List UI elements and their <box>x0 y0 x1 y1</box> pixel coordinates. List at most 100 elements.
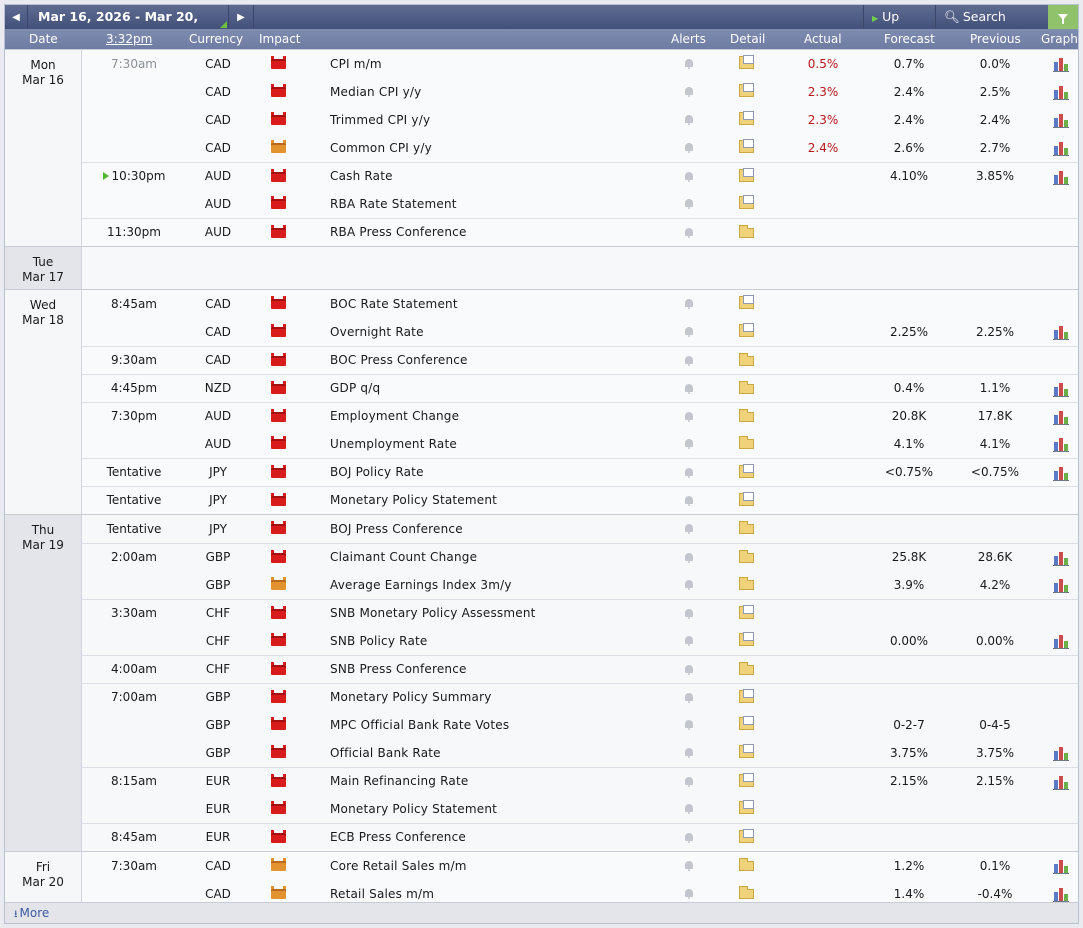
event-name[interactable]: Median CPI y/y <box>330 85 422 99</box>
folder-paper-icon[interactable] <box>739 111 754 125</box>
up-next-button[interactable]: ▶Up Next <box>863 5 935 50</box>
bell-icon[interactable] <box>685 172 693 182</box>
high-impact-icon[interactable] <box>271 112 286 125</box>
bell-icon[interactable] <box>685 87 693 97</box>
event-name[interactable]: Monetary Policy Summary <box>330 690 492 704</box>
high-impact-icon[interactable] <box>271 633 286 646</box>
high-impact-icon[interactable] <box>271 84 286 97</box>
high-impact-icon[interactable] <box>271 662 286 675</box>
bell-icon[interactable] <box>685 327 693 337</box>
bell-icon[interactable] <box>685 143 693 153</box>
high-impact-icon[interactable] <box>271 830 286 843</box>
folder-paper-icon[interactable] <box>739 829 754 843</box>
event-name[interactable]: Retail Sales m/m <box>330 887 435 901</box>
table-row[interactable]: 2:00am GBP Claimant Count Change 25.8K 28.6K <box>82 543 1078 571</box>
table-row[interactable]: Tentative JPY Monetary Policy Statement <box>82 486 1078 514</box>
table-row[interactable]: 8:45am CAD BOC Rate Statement <box>82 290 1078 318</box>
event-name[interactable]: Main Refinancing Rate <box>330 774 469 788</box>
event-name[interactable]: CPI m/m <box>330 57 382 71</box>
table-row[interactable]: EUR Monetary Policy Statement <box>82 795 1078 823</box>
bell-icon[interactable] <box>685 636 693 646</box>
search-events-button[interactable]: 🔍︎Search Events <box>935 5 1049 48</box>
high-impact-icon[interactable] <box>271 296 286 309</box>
folder-icon[interactable] <box>739 353 754 366</box>
event-name[interactable]: SNB Monetary Policy Assessment <box>330 606 536 620</box>
high-impact-icon[interactable] <box>271 225 286 238</box>
medium-impact-icon[interactable] <box>271 886 286 899</box>
event-name[interactable]: Core Retail Sales m/m <box>330 859 467 873</box>
folder-paper-icon[interactable] <box>739 689 754 703</box>
bell-icon[interactable] <box>685 748 693 758</box>
folder-paper-icon[interactable] <box>739 800 754 814</box>
folder-paper-icon[interactable] <box>739 464 754 478</box>
more-link[interactable]: ⭳ More <box>14 903 49 923</box>
table-row[interactable]: 7:00am GBP Monetary Policy Summary <box>82 683 1078 711</box>
table-row[interactable]: 7:30am CAD Core Retail Sales m/m 1.2% 0.1% <box>82 852 1078 880</box>
folder-paper-icon[interactable] <box>739 195 754 209</box>
bar-chart-icon[interactable] <box>1053 859 1069 874</box>
bell-icon[interactable] <box>685 356 693 366</box>
table-row[interactable]: Tentative JPY BOJ Policy Rate <0.75% <0.75% <box>82 458 1078 486</box>
bell-icon[interactable] <box>685 693 693 703</box>
bell-icon[interactable] <box>685 861 693 871</box>
event-name[interactable]: RBA Rate Statement <box>330 197 457 211</box>
previous-week-button[interactable]: ◀ <box>5 5 28 29</box>
bell-icon[interactable] <box>685 199 693 209</box>
folder-paper-icon[interactable] <box>739 632 754 646</box>
bar-chart-icon[interactable] <box>1053 746 1069 761</box>
event-name[interactable]: BOC Rate Statement <box>330 297 458 311</box>
bell-icon[interactable] <box>685 720 693 730</box>
bell-icon[interactable] <box>685 412 693 422</box>
event-name[interactable]: BOJ Press Conference <box>330 522 463 536</box>
table-row[interactable]: GBP Average Earnings Index 3m/y 3.9% 4.2% <box>82 571 1078 599</box>
folder-paper-icon[interactable] <box>739 773 754 787</box>
table-row[interactable]: 7:30pm AUD Employment Change 20.8K 17.8K <box>82 402 1078 430</box>
table-row[interactable]: CAD Trimmed CPI y/y 2.3% 2.4% 2.4% <box>82 106 1078 134</box>
high-impact-icon[interactable] <box>271 521 286 534</box>
event-name[interactable]: GDP q/q <box>330 381 381 395</box>
high-impact-icon[interactable] <box>271 465 286 478</box>
folder-icon[interactable] <box>739 381 754 394</box>
table-row[interactable]: CAD Retail Sales m/m 1.4% -0.4% <box>82 880 1078 908</box>
bell-icon[interactable] <box>685 496 693 506</box>
bell-icon[interactable] <box>685 553 693 563</box>
bell-icon[interactable] <box>685 889 693 899</box>
folder-paper-icon[interactable] <box>739 744 754 758</box>
event-name[interactable]: Overnight Rate <box>330 325 424 339</box>
bell-icon[interactable] <box>685 580 693 590</box>
table-row[interactable]: GBP MPC Official Bank Rate Votes 0-2-7 0-4-… <box>82 711 1078 739</box>
medium-impact-icon[interactable] <box>271 577 286 590</box>
bell-icon[interactable] <box>685 777 693 787</box>
bar-chart-icon[interactable] <box>1053 325 1069 340</box>
next-week-button[interactable]: ▶ <box>228 5 254 29</box>
event-name[interactable]: Monetary Policy Statement <box>330 493 498 507</box>
high-impact-icon[interactable] <box>271 801 286 814</box>
table-row[interactable]: CAD Common CPI y/y 2.4% 2.6% 2.7% <box>82 134 1078 162</box>
high-impact-icon[interactable] <box>271 409 286 422</box>
folder-paper-icon[interactable] <box>739 168 754 182</box>
high-impact-icon[interactable] <box>271 196 286 209</box>
high-impact-icon[interactable] <box>271 353 286 366</box>
date-range-selector[interactable]: Mar 16, 2026 - Mar 20, 2026 <box>28 5 228 48</box>
bell-icon[interactable] <box>685 59 693 69</box>
bar-chart-icon[interactable] <box>1053 141 1069 156</box>
high-impact-icon[interactable] <box>271 690 286 703</box>
event-name[interactable]: BOJ Policy Rate <box>330 465 424 479</box>
bar-chart-icon[interactable] <box>1053 85 1069 100</box>
event-name[interactable]: ECB Press Conference <box>330 830 466 844</box>
bar-chart-icon[interactable] <box>1053 578 1069 593</box>
medium-impact-icon[interactable] <box>271 858 286 871</box>
event-name[interactable]: SNB Press Conference <box>330 662 467 676</box>
event-name[interactable]: SNB Policy Rate <box>330 634 428 648</box>
event-name[interactable]: MPC Official Bank Rate Votes <box>330 718 510 732</box>
table-row[interactable]: 11:30pm AUD RBA Press Conference <box>82 218 1078 246</box>
table-row[interactable]: 8:45am EUR ECB Press Conference <box>82 823 1078 851</box>
folder-icon[interactable] <box>739 225 754 238</box>
table-row[interactable]: 9:30am CAD BOC Press Conference <box>82 346 1078 374</box>
folder-icon[interactable] <box>739 577 754 590</box>
folder-icon[interactable] <box>739 858 754 871</box>
high-impact-icon[interactable] <box>271 169 286 182</box>
table-row[interactable]: CAD Overnight Rate 2.25% 2.25% <box>82 318 1078 346</box>
high-impact-icon[interactable] <box>271 717 286 730</box>
folder-icon[interactable] <box>739 550 754 563</box>
